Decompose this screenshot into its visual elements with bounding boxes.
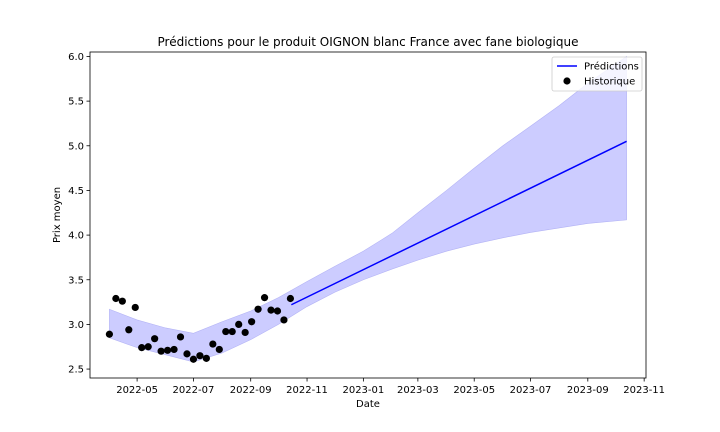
history-point [196, 352, 204, 360]
x-tick-label: 2023-01 [342, 385, 384, 396]
x-tick-label: 2022-05 [116, 385, 158, 396]
y-tick-label: 4.0 [68, 231, 84, 242]
history-point [273, 307, 282, 315]
history-point [131, 303, 139, 312]
history-point [176, 333, 185, 341]
history-point [286, 294, 295, 303]
history-point [260, 294, 269, 302]
y-axis-label: Prix moyen [52, 187, 63, 243]
history-point [202, 354, 210, 362]
x-tick-label: 2023-07 [510, 385, 552, 396]
x-tick-label: 2022-07 [173, 385, 215, 396]
history-point [157, 347, 165, 355]
history-point [235, 320, 243, 329]
x-tick-label: 2023-09 [567, 385, 609, 396]
x-axis: 2022-05 2022-07 2022-09 2022-11 2023-01 2023-… [116, 378, 665, 396]
plot-area [105, 55, 627, 363]
history-point [163, 346, 172, 354]
history-point [170, 345, 178, 354]
history-point [189, 355, 198, 363]
history-point [183, 350, 191, 358]
chart-title: Prédictions pour le produit OIGNON blanc… [158, 35, 579, 49]
history-point [228, 327, 236, 336]
y-tick-label: 3.0 [68, 320, 84, 331]
history-point [222, 327, 230, 336]
history-point [254, 305, 262, 313]
legend-label-predictions: Prédictions [584, 61, 639, 73]
x-tick-label: 2022-09 [230, 385, 272, 396]
history-point [144, 343, 152, 351]
history-point [151, 335, 159, 343]
confidence-band [109, 55, 627, 363]
prediction-line [291, 140, 627, 306]
legend-marker-swatch [563, 77, 571, 85]
x-tick-label: 2023-05 [453, 385, 495, 396]
y-tick-label: 3.5 [68, 275, 84, 286]
history-point [241, 328, 249, 337]
history-point [112, 294, 120, 303]
history-point [215, 345, 223, 354]
history-point [125, 326, 133, 334]
y-tick-label: 5.0 [68, 141, 84, 152]
history-point [280, 316, 288, 324]
y-tick-label: 5.5 [68, 97, 84, 108]
x-tick-label: 2022-11 [286, 385, 328, 396]
y-tick-label: 2.5 [68, 365, 84, 376]
history-point [118, 297, 126, 305]
history-point [209, 340, 217, 348]
history-point [105, 330, 113, 338]
history-point [138, 344, 146, 352]
history-point [248, 318, 256, 326]
legend-label-history: Historique [584, 77, 635, 88]
x-axis-label: Date [356, 399, 380, 410]
x-tick-label: 2023-11 [623, 385, 665, 396]
history-point [267, 306, 275, 314]
y-tick-label: 6.0 [68, 52, 84, 63]
y-axis: 2.5 3.0 3.5 4.0 4.5 5.0 5.5 6.0 [68, 52, 90, 376]
axes-frame [89, 51, 647, 379]
legend: Prédictions Historique [551, 56, 643, 92]
x-tick-label: 2023-03 [397, 385, 439, 396]
y-tick-label: 4.5 [68, 186, 84, 197]
